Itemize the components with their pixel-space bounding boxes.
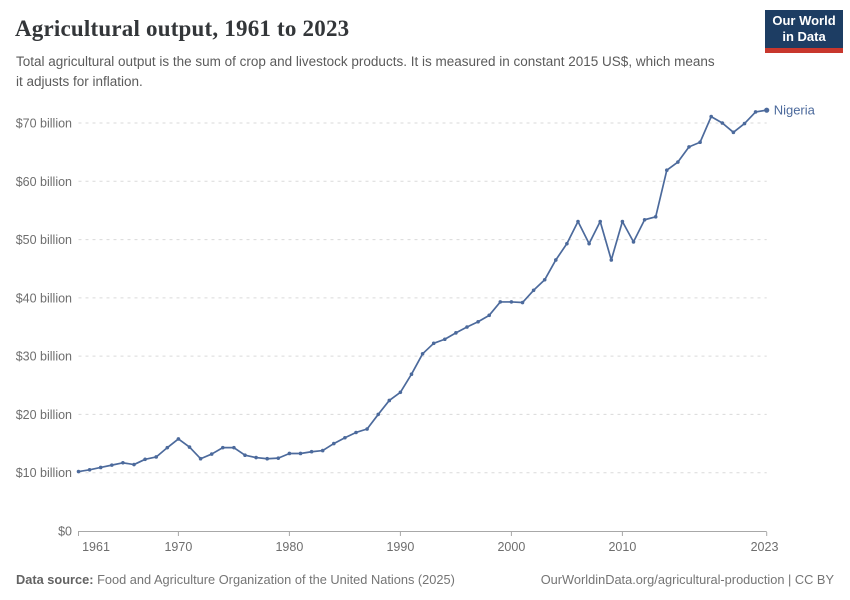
- x-tick-label: 2000: [497, 540, 525, 554]
- data-point[interactable]: [110, 463, 114, 467]
- y-tick-label: $0: [58, 525, 72, 539]
- data-source-text: Food and Agriculture Organization of the…: [93, 572, 455, 587]
- data-point[interactable]: [287, 451, 292, 456]
- series-line-nigeria[interactable]: [77, 109, 768, 473]
- y-tick-label: $20 billion: [16, 408, 72, 422]
- data-point[interactable]: [698, 140, 702, 145]
- data-point[interactable]: [576, 219, 580, 224]
- data-point[interactable]: [565, 241, 569, 246]
- data-point[interactable]: [598, 219, 602, 224]
- y-tick-label: $50 billion: [16, 233, 72, 247]
- data-point[interactable]: [121, 461, 125, 465]
- y-tick-label: $70 billion: [16, 116, 72, 130]
- data-point[interactable]: [620, 219, 625, 224]
- data-point[interactable]: [665, 168, 669, 173]
- x-tick-label: 1970: [164, 540, 192, 554]
- data-point[interactable]: [487, 313, 492, 318]
- data-point[interactable]: [676, 160, 680, 164]
- data-point[interactable]: [165, 445, 170, 450]
- data-point[interactable]: [709, 114, 713, 119]
- y-tick-label: $40 billion: [16, 291, 72, 305]
- data-point[interactable]: [276, 456, 281, 460]
- series-label-nigeria[interactable]: Nigeria: [774, 103, 816, 118]
- data-point[interactable]: [720, 121, 725, 125]
- data-point[interactable]: [454, 331, 458, 335]
- data-point[interactable]: [320, 448, 325, 453]
- data-point[interactable]: [209, 452, 214, 456]
- x-tick-label: 2010: [608, 540, 636, 554]
- data-point[interactable]: [176, 437, 181, 441]
- chart-footer: Data source: Food and Agriculture Organi…: [0, 572, 850, 587]
- data-point[interactable]: [476, 319, 480, 324]
- y-tick-label: $30 billion: [16, 350, 72, 364]
- data-point[interactable]: [198, 456, 203, 461]
- data-point[interactable]: [187, 445, 192, 449]
- data-point[interactable]: [731, 130, 736, 135]
- data-point[interactable]: [587, 241, 591, 246]
- data-point[interactable]: [631, 240, 636, 244]
- data-source-label: Data source:: [16, 572, 94, 587]
- data-point[interactable]: [465, 325, 469, 329]
- owid-logo-line1: Our World: [772, 13, 836, 29]
- data-point[interactable]: [531, 288, 536, 293]
- data-point[interactable]: [554, 258, 558, 262]
- data-point[interactable]: [764, 107, 770, 113]
- data-point[interactable]: [309, 449, 314, 454]
- data-point[interactable]: [753, 110, 758, 114]
- data-point[interactable]: [609, 258, 614, 262]
- x-tick-label: 1961: [82, 540, 110, 554]
- data-point[interactable]: [687, 145, 691, 149]
- data-point[interactable]: [387, 398, 392, 403]
- data-point[interactable]: [76, 469, 81, 474]
- chart-subtitle: Total agricultural output is the sum of …: [16, 54, 715, 89]
- x-tick-label: 2023: [751, 540, 779, 554]
- owid-logo[interactable]: Our World in Data: [765, 10, 843, 53]
- data-point[interactable]: [365, 427, 369, 431]
- data-point[interactable]: [376, 412, 381, 417]
- data-point[interactable]: [98, 465, 103, 470]
- page-title: Agricultural output, 1961 to 2023: [15, 16, 350, 41]
- data-point[interactable]: [398, 390, 403, 395]
- data-point[interactable]: [298, 451, 303, 456]
- data-point[interactable]: [409, 372, 414, 377]
- data-point[interactable]: [354, 430, 358, 435]
- data-point[interactable]: [498, 300, 503, 304]
- owid-logo-line2: in Data: [782, 29, 826, 44]
- citation-link[interactable]: OurWorldinData.org/agricultural-producti…: [540, 572, 834, 587]
- y-tick-label: $60 billion: [16, 175, 72, 189]
- data-point[interactable]: [520, 300, 525, 305]
- data-point[interactable]: [87, 467, 92, 472]
- data-point[interactable]: [653, 215, 658, 219]
- data-point[interactable]: [154, 455, 158, 459]
- data-point[interactable]: [642, 217, 647, 222]
- y-tick-label: $10 billion: [16, 466, 72, 480]
- data-point[interactable]: [542, 277, 547, 282]
- x-tick-label: 1990: [386, 540, 414, 554]
- data-point[interactable]: [265, 456, 270, 461]
- data-source: Data source: Food and Agriculture Organi…: [16, 572, 455, 587]
- data-point[interactable]: [431, 341, 436, 346]
- data-point[interactable]: [232, 445, 236, 450]
- data-point[interactable]: [332, 441, 336, 446]
- data-point[interactable]: [443, 337, 447, 342]
- data-point[interactable]: [742, 121, 747, 126]
- x-tick-label: 1980: [275, 540, 303, 554]
- data-point[interactable]: [420, 352, 425, 356]
- data-point[interactable]: [243, 453, 247, 458]
- data-point[interactable]: [343, 435, 347, 440]
- data-point[interactable]: [132, 462, 136, 467]
- data-point[interactable]: [143, 457, 147, 462]
- data-point[interactable]: [254, 455, 258, 460]
- data-point[interactable]: [509, 300, 514, 304]
- data-point[interactable]: [221, 445, 225, 450]
